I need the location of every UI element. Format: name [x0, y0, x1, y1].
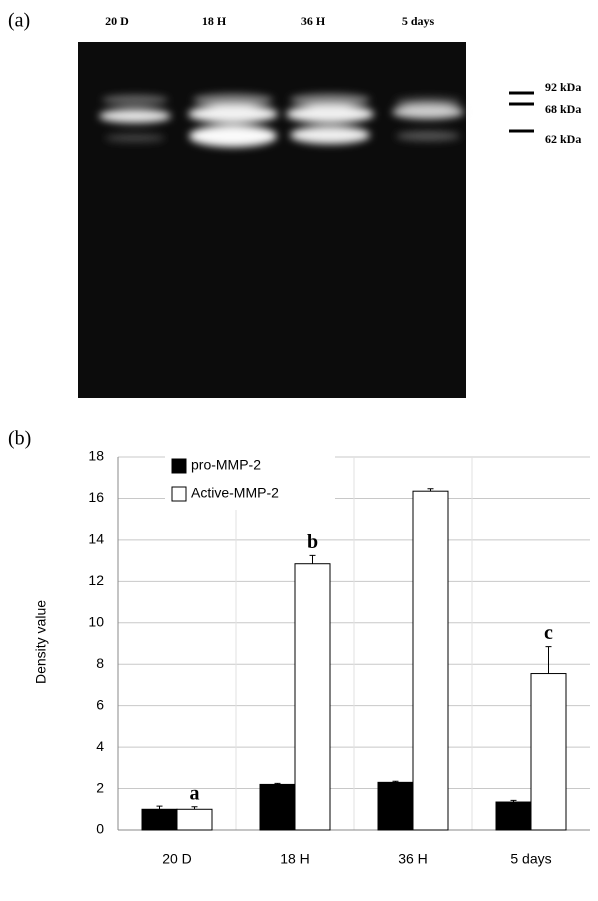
bar: [530, 673, 567, 831]
lane-label: 36 H: [301, 14, 326, 28]
panel-label: (b): [8, 428, 31, 450]
y-tick-label: 14: [88, 531, 104, 547]
gel-bands: [99, 94, 464, 147]
lane-label: 20 D: [105, 14, 129, 28]
marker-label: 68 kDa: [545, 102, 581, 116]
error-bar: [191, 806, 198, 810]
x-tick-label: 5 days: [510, 851, 551, 867]
error-bar: [545, 646, 552, 674]
y-tick-label: 18: [88, 448, 104, 464]
bar: [259, 783, 296, 831]
bar-annotation: a: [190, 782, 200, 804]
y-tick-label: 4: [96, 738, 104, 754]
y-tick-label: 8: [96, 655, 104, 671]
bar: [141, 808, 178, 831]
bar: [377, 781, 414, 831]
y-axis-label: Density value: [33, 600, 49, 684]
lane-label: 5 days: [402, 14, 435, 28]
error-bar: [156, 805, 163, 810]
y-tick-label: 10: [88, 613, 104, 629]
y-tick-label: 12: [88, 572, 104, 588]
legend-swatch: [171, 458, 187, 474]
x-tick-label: 20 D: [162, 851, 192, 867]
y-tick-label: 6: [96, 696, 104, 712]
marker-label: 62 kDa: [545, 132, 581, 146]
marker-label: 92 kDa: [545, 80, 581, 94]
bar: [495, 801, 532, 831]
y-tick-label: 0: [96, 821, 104, 837]
error-bar: [510, 799, 517, 803]
panel-label: (a): [8, 10, 30, 32]
legend-swatch: [171, 486, 187, 502]
x-tick-label: 18 H: [280, 851, 310, 867]
bar-annotation: b: [307, 531, 318, 553]
legend-box: [165, 452, 335, 510]
error-bar: [427, 488, 434, 492]
bar: [294, 563, 331, 831]
y-tick-label: 2: [96, 779, 104, 795]
y-tick-label: 16: [88, 489, 104, 505]
lane-label: 18 H: [202, 14, 227, 28]
error-bar: [309, 554, 316, 564]
legend-label: pro-MMP-2: [191, 457, 261, 473]
error-bar: [274, 782, 281, 785]
bar-annotation: c: [544, 622, 553, 644]
bar: [176, 808, 213, 831]
legend-label: Active-MMP-2: [191, 485, 279, 501]
gel: [78, 42, 466, 398]
x-tick-label: 36 H: [398, 851, 428, 867]
error-bar: [392, 780, 399, 783]
bar: [412, 490, 449, 831]
